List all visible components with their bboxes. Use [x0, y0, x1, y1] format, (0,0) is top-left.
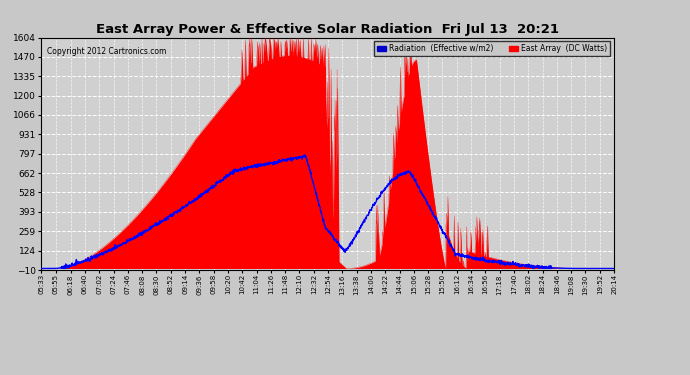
Legend: Radiation  (Effective w/m2), East Array  (DC Watts): Radiation (Effective w/m2), East Array (… [374, 41, 610, 56]
Text: Copyright 2012 Cartronics.com: Copyright 2012 Cartronics.com [47, 47, 166, 56]
Title: East Array Power & Effective Solar Radiation  Fri Jul 13  20:21: East Array Power & Effective Solar Radia… [96, 23, 560, 36]
